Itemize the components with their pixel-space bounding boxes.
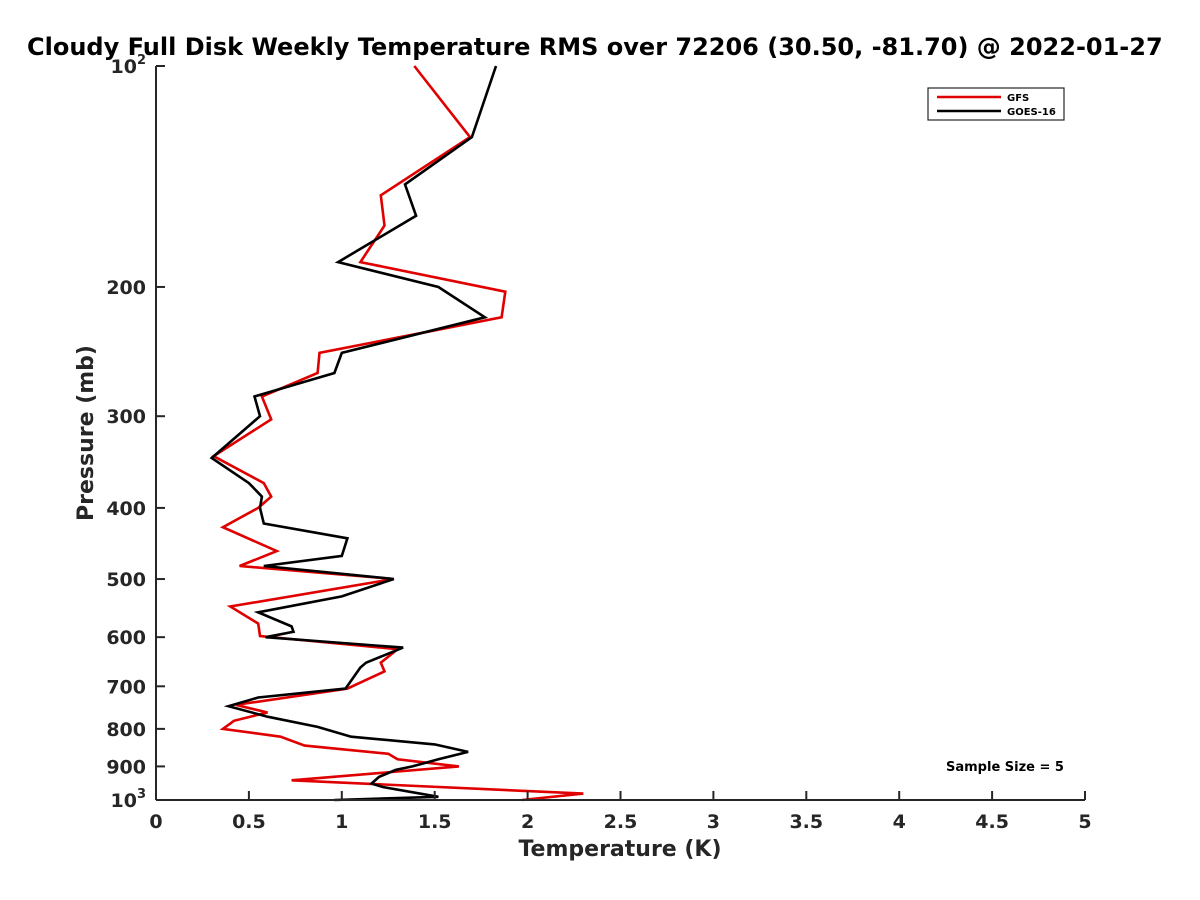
y-tick-base: 10 (111, 790, 137, 812)
y-tick-base: 800 (106, 719, 146, 741)
y-tick-label: 103 (111, 787, 147, 812)
series-line-goes16 (209, 65, 498, 802)
series-line-gfs (211, 65, 584, 802)
y-tick-label: 800 (106, 719, 146, 741)
x-tick-label: 4.5 (975, 811, 1009, 833)
y-tick-label: 102 (111, 53, 147, 78)
x-tick-label: 1.5 (418, 811, 452, 833)
x-ticks: 0 0.5 1 1.5 2 2.5 3 3.5 4 4.5 5 (149, 791, 1092, 833)
y-tick-base: 700 (106, 676, 146, 698)
sample-size-annotation: Sample Size = 5 (946, 760, 1064, 775)
y-tick-base: 400 (106, 498, 146, 520)
y-tick-label: 500 (106, 569, 146, 591)
x-tick-label: 2.5 (604, 811, 638, 833)
x-tick-label: 3.5 (789, 811, 823, 833)
y-tick-label: 200 (106, 277, 146, 299)
series-layer (209, 65, 584, 802)
y-tick-label: 400 (106, 498, 146, 520)
x-tick-label: 0.5 (232, 811, 266, 833)
axes-layer (155, 66, 1085, 801)
y-axis-label: Pressure (mb) (74, 345, 99, 521)
x-tick-label: 5 (1078, 811, 1091, 833)
y-tick-base: 500 (106, 569, 146, 591)
y-tick-label: 600 (106, 627, 146, 649)
legend: GFS GOES-16 (927, 87, 1065, 121)
legend-label-goes16: GOES-16 (1007, 107, 1056, 118)
y-tick-exponent: 3 (137, 787, 146, 802)
x-tick-label: 2 (521, 811, 534, 833)
x-tick-label: 0 (149, 811, 162, 833)
chart-title: Cloudy Full Disk Weekly Temperature RMS … (27, 33, 1163, 61)
x-axis-label: Temperature (K) (518, 837, 721, 862)
y-tick-label: 300 (106, 406, 146, 428)
y-tick-base: 300 (106, 406, 146, 428)
x-tick-label: 1 (335, 811, 348, 833)
legend-label-gfs: GFS (1007, 93, 1029, 104)
legend-box (927, 87, 1065, 121)
y-tick-base: 900 (106, 756, 146, 778)
y-tick-base: 200 (106, 277, 146, 299)
y-tick-exponent: 2 (137, 53, 146, 68)
y-tick-base: 600 (106, 627, 146, 649)
x-tick-label: 3 (707, 811, 720, 833)
x-tick-label: 4 (893, 811, 906, 833)
y-tick-base: 10 (111, 56, 137, 78)
y-tick-label: 900 (106, 756, 146, 778)
y-tick-label: 700 (106, 676, 146, 698)
